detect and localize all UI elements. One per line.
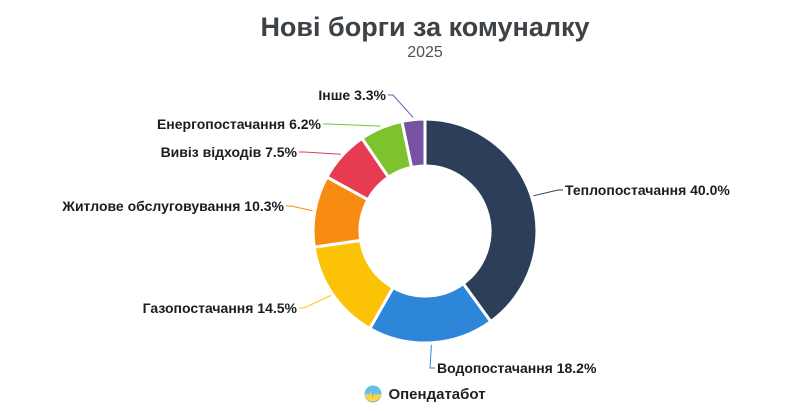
slice-label-5: Енергопостачання 6.2% <box>157 116 322 132</box>
chart-title: Нові борги за комуналку <box>260 12 590 42</box>
slice-label-3: Житлове обслуговування 10.3% <box>61 198 284 214</box>
slice-connector-2 <box>299 294 332 309</box>
donut-slice-6[interactable] <box>400 117 427 169</box>
slice-connector-5 <box>323 123 381 127</box>
opendatabot-logo-icon <box>364 385 382 403</box>
slice-label-1: Водопостачання 18.2% <box>437 360 597 376</box>
chart-subtitle: 2025 <box>407 44 443 62</box>
slice-label-4: Вивіз відходів 7.5% <box>161 144 298 160</box>
donut-slice-0[interactable] <box>423 117 539 324</box>
chart-header: Нові борги за комуналку 2025 <box>56 12 794 62</box>
slice-connector-0 <box>533 189 563 197</box>
brand-name: Опендатабот <box>388 385 486 403</box>
slice-connector-4 <box>299 151 341 155</box>
slice-connector-1 <box>429 344 435 369</box>
slice-connector-3 <box>286 205 313 212</box>
slice-label-2: Газопостачання 14.5% <box>143 300 298 316</box>
slice-label-0: Теплопостачання 40.0% <box>565 182 730 198</box>
slice-connector-6 <box>388 94 414 118</box>
slice-label-6: Інше 3.3% <box>318 87 386 103</box>
brand-credit[interactable]: Опендатабот <box>56 383 794 405</box>
